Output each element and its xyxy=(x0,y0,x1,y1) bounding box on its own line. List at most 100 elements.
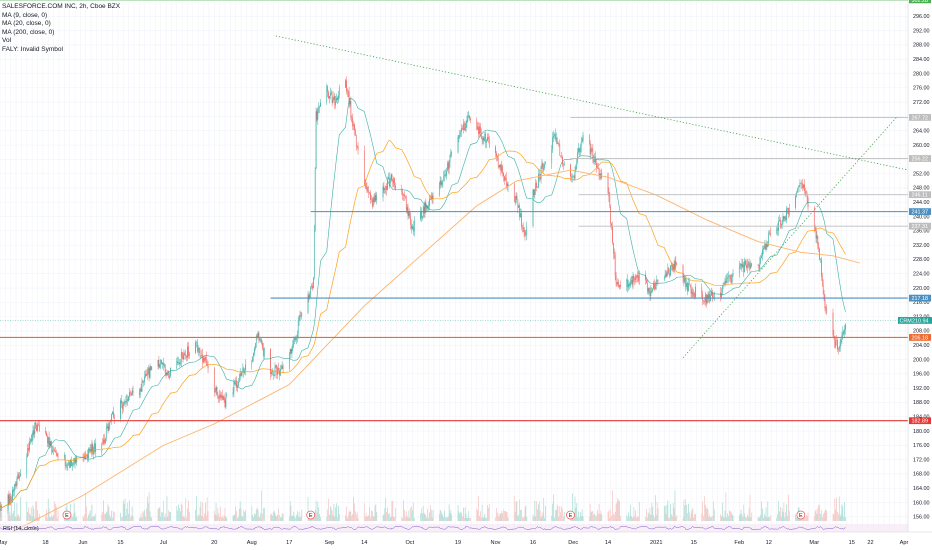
candle-body xyxy=(123,401,125,406)
candle-body xyxy=(463,123,464,130)
candle-body xyxy=(645,274,646,281)
volume-bar xyxy=(162,512,163,521)
volume-bar xyxy=(721,516,722,521)
volume-bar xyxy=(301,509,303,521)
volume-bar xyxy=(580,516,582,521)
candle-body xyxy=(597,167,599,169)
volume-bar xyxy=(558,516,560,521)
volume-bar xyxy=(749,494,751,521)
candle-body xyxy=(291,348,293,354)
candle-body xyxy=(784,216,786,219)
volume-bar xyxy=(165,517,167,521)
volume-bar xyxy=(732,515,734,521)
legend-invalid-symbol[interactable]: FALY: Invalid Symbol xyxy=(2,45,63,53)
candle-body xyxy=(313,277,314,289)
volume-bar xyxy=(56,517,58,521)
volume-bar xyxy=(429,505,431,521)
volume-bar xyxy=(692,508,694,521)
level-price-tag xyxy=(909,114,931,121)
legend-ma200[interactable]: MA (200, close, 0) xyxy=(2,28,55,36)
volume-bar xyxy=(51,514,53,521)
candle-body xyxy=(779,219,780,222)
volume-bar xyxy=(38,513,40,521)
candle-body xyxy=(295,337,296,341)
candle-body xyxy=(463,123,465,131)
candle-body xyxy=(684,277,686,282)
volume-bar xyxy=(485,517,487,521)
volume-bar xyxy=(95,513,96,521)
candle-body xyxy=(33,430,35,435)
volume-bar xyxy=(579,512,581,521)
volume-bar xyxy=(199,507,201,521)
candle-body xyxy=(70,460,71,468)
candle-body xyxy=(392,180,394,184)
volume-bar xyxy=(33,509,35,521)
volume-bar xyxy=(0,511,2,521)
volume-bar xyxy=(806,515,808,521)
volume-bar xyxy=(168,510,170,521)
candle-body xyxy=(16,478,18,486)
volume-bar xyxy=(542,512,544,521)
volume-bar xyxy=(282,514,284,521)
volume-bar xyxy=(740,509,742,521)
candle-body xyxy=(427,205,428,209)
volume-bar xyxy=(479,511,481,521)
chart-title[interactable]: SALESFORCE.COM INC, 2h, Cboe BZX xyxy=(2,3,121,10)
candle-body xyxy=(822,284,824,294)
legend-ma9[interactable]: MA (9, close, 0) xyxy=(2,11,48,19)
volume-bar xyxy=(140,513,142,521)
time-axis[interactable]: May 18 Jun 15 Jul 20 Aug 17 Sep 14 Oct 19 Nov 16 Dec 14… xyxy=(0,531,932,550)
volume-bar xyxy=(317,501,319,521)
candle-body xyxy=(17,474,19,479)
candle-body xyxy=(319,106,320,108)
legend-volume[interactable]: Vol xyxy=(2,37,12,45)
candle-body xyxy=(263,348,265,356)
volume-bar xyxy=(185,498,187,521)
volume-bar xyxy=(693,517,695,521)
candle-body xyxy=(488,138,490,147)
volume-bar xyxy=(295,517,296,521)
candle-body xyxy=(233,383,235,393)
candle-body xyxy=(538,174,539,188)
candle-body xyxy=(257,332,259,338)
candle-body xyxy=(571,176,573,178)
price-tick-label: 168.00 xyxy=(913,472,930,478)
price-tick-label: 192.00 xyxy=(913,386,930,392)
volume-bar xyxy=(49,517,51,521)
candle-body xyxy=(588,135,590,144)
volume-bar xyxy=(31,516,33,521)
volume-bar xyxy=(218,513,220,521)
price-tick-label: 204.00 xyxy=(913,343,930,349)
candle-body xyxy=(536,182,537,188)
time-tick-label: 22 xyxy=(867,540,873,546)
candle-body xyxy=(388,177,389,180)
price-axis[interactable]: 156.00 160.00 164.00 168.00 172.00 176.00 180.… xyxy=(898,0,932,532)
volume-bar xyxy=(349,510,351,521)
volume-bar xyxy=(425,515,427,521)
chart-legend: SALESFORCE.COM INC, 2h, Cboe BZX MA (9, … xyxy=(2,3,120,55)
legend-ma20[interactable]: MA (20, close, 0) xyxy=(2,20,51,28)
volume-bar xyxy=(386,512,387,521)
volume-bar xyxy=(357,517,359,521)
volume-bar xyxy=(93,516,95,521)
candle-body xyxy=(57,455,59,457)
candle-body xyxy=(181,352,183,357)
volume-bar xyxy=(182,516,184,521)
candle-body xyxy=(373,198,375,202)
candle-body xyxy=(705,294,707,304)
volume-bar xyxy=(541,515,543,521)
candle-body xyxy=(292,343,294,349)
volume-bar xyxy=(112,517,113,521)
candle-body xyxy=(482,138,484,141)
volume-bar xyxy=(271,513,272,521)
candle-body xyxy=(120,400,121,419)
volume-bar xyxy=(111,510,112,521)
candle-body xyxy=(199,349,201,356)
volume-bar xyxy=(691,509,693,521)
volume-bar xyxy=(466,517,468,521)
volume-bar xyxy=(409,517,411,521)
volume-bar xyxy=(745,516,746,521)
volume-bar xyxy=(675,517,677,521)
volume-bar xyxy=(106,511,108,521)
